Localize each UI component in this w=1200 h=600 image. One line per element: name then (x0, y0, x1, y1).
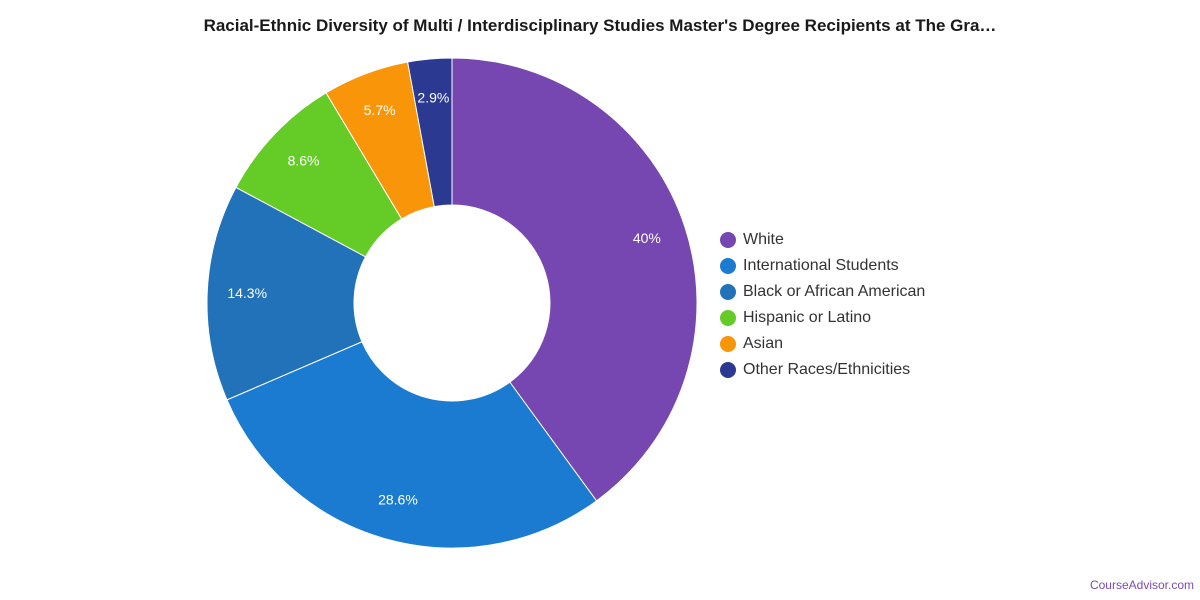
slice-other-races-ethnicities[interactable] (407, 57, 453, 208)
legend-item[interactable]: Hispanic or Latino (720, 305, 925, 331)
slice-value-label: 8.6% (288, 152, 320, 168)
legend-swatch (720, 232, 736, 248)
chart-legend: White International Students Black or Afri… (720, 227, 925, 383)
legend-label: Asian (743, 335, 784, 352)
slice-value-label: 2.9% (417, 90, 449, 106)
legend-label: Hispanic or Latino (743, 309, 872, 326)
legend-label: Black or African American (743, 283, 926, 300)
legend-label: International Students (743, 257, 899, 274)
legend-swatch (720, 284, 736, 300)
legend-swatch (720, 310, 736, 326)
legend-label: Other Races/Ethnicities (743, 361, 911, 378)
legend-item[interactable]: White (720, 227, 925, 253)
slice-international-students[interactable] (226, 341, 598, 549)
legend-swatch (720, 336, 736, 352)
legend-label: White (743, 231, 784, 248)
legend-swatch (720, 258, 736, 274)
slice-value-label: 14.3% (227, 285, 267, 301)
slice-value-label: 5.7% (364, 102, 396, 118)
legend-item[interactable]: Asian (720, 331, 925, 357)
legend-swatch (720, 362, 736, 378)
legend-item[interactable]: International Students (720, 253, 925, 279)
slice-black-or-african-american[interactable] (206, 186, 367, 401)
chart-title: Racial-Ethnic Diversity of Multi / Inter… (203, 16, 997, 35)
slice-value-label: 40% (633, 230, 661, 246)
slice-white[interactable] (451, 57, 698, 502)
legend-item[interactable]: Other Races/Ethnicities (720, 357, 925, 383)
slice-value-label: 28.6% (378, 491, 418, 507)
legend-item[interactable]: Black or African American (720, 279, 925, 305)
source-credit[interactable]: CourseAdvisor.com (1089, 578, 1194, 592)
